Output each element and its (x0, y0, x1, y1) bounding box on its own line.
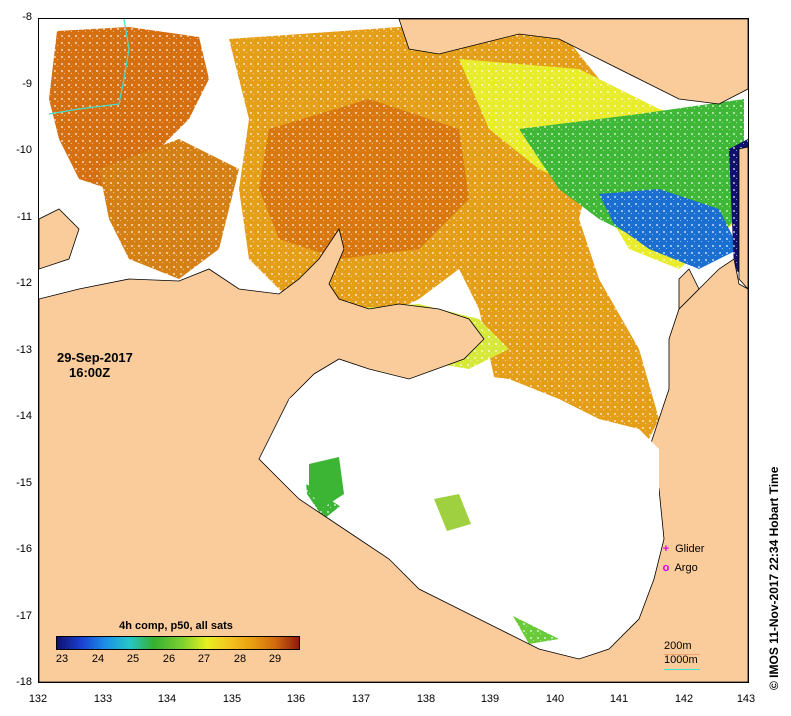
lon-tick: 138 (416, 693, 436, 705)
lat-tick: -10 (16, 144, 32, 156)
date-label: 29-Sep-2017 (57, 350, 133, 365)
lon-tick: 135 (222, 693, 242, 705)
lat-tick: -11 (16, 211, 32, 223)
datetime-label: 29-Sep-2017 16:00Z (57, 350, 133, 380)
lat-tick: -16 (16, 543, 32, 555)
lat-tick: -14 (16, 410, 32, 422)
lon-tick: 142 (674, 693, 694, 705)
colorbar-tick: 26 (162, 653, 176, 665)
colorbar-tick: 28 (233, 653, 247, 665)
lon-tick: 132 (28, 693, 48, 705)
colorbar-tick: 24 (91, 653, 105, 665)
lon-tick: 134 (157, 693, 177, 705)
isobath-legend: 200m 1000m (664, 640, 700, 670)
lon-tick: 143 (736, 693, 756, 705)
colorbar-tick: 25 (126, 653, 140, 665)
legend-argo-label: Argo (674, 562, 698, 574)
lon-tick: 137 (351, 693, 371, 705)
colorbar-tick: 29 (268, 653, 282, 665)
land-new-guinea (398, 19, 748, 105)
isobath-line (48, 19, 130, 115)
lon-tick: 136 (286, 693, 306, 705)
legend-argo: o Argo (660, 562, 698, 574)
time-label: 16:00Z (69, 365, 111, 380)
legend-glider-label: Glider (675, 543, 705, 555)
lon-tick: 139 (480, 693, 500, 705)
land-east-png (738, 146, 748, 290)
lat-tick: -18 (16, 676, 32, 688)
colorbar: 4h comp, p50, all sats 23 24 25 26 27 28… (56, 620, 300, 665)
lon-tick: 141 (609, 693, 629, 705)
lat-tick: -13 (16, 344, 32, 356)
glider-marker-icon: + (662, 543, 670, 555)
isobath-200-row: 200m (664, 640, 700, 655)
sst-map[interactable] (39, 19, 748, 682)
sst-speckle-gulf (434, 494, 471, 531)
land-cape-york-tip (678, 268, 700, 310)
colorbar-tick: 23 (55, 653, 69, 665)
lat-tick: -8 (22, 11, 32, 23)
isobath-1000-label: 1000m (664, 654, 698, 666)
lon-tick: 140 (545, 693, 565, 705)
lat-tick: -12 (16, 277, 32, 289)
isobath-200-line (664, 654, 700, 655)
gulf-nodata (279, 364, 659, 639)
map-frame[interactable] (38, 18, 749, 683)
argo-marker-icon: o (662, 562, 670, 574)
land-layer (39, 19, 748, 682)
isobath-1000-row: 1000m (664, 654, 700, 670)
colorbar-tick: 27 (197, 653, 211, 665)
lat-tick: -17 (16, 610, 32, 622)
lon-tick: 133 (93, 693, 113, 705)
lat-tick: -15 (16, 477, 32, 489)
copyright-text: © IMOS 11-Nov-2017 22:34 Hobart Time (767, 466, 781, 690)
sst-green-islet-b (309, 457, 344, 509)
isobath-1000-line (664, 669, 700, 670)
colorbar-gradient: 23 24 25 26 27 28 29 (56, 636, 300, 665)
legend-glider: + Glider (660, 543, 705, 555)
isobath-200-label: 200m (664, 640, 692, 652)
lat-tick: -9 (22, 78, 32, 90)
land-arnhem (39, 228, 748, 682)
colorbar-title: 4h comp, p50, all sats (119, 620, 233, 632)
land-wessel-coast (39, 208, 80, 270)
